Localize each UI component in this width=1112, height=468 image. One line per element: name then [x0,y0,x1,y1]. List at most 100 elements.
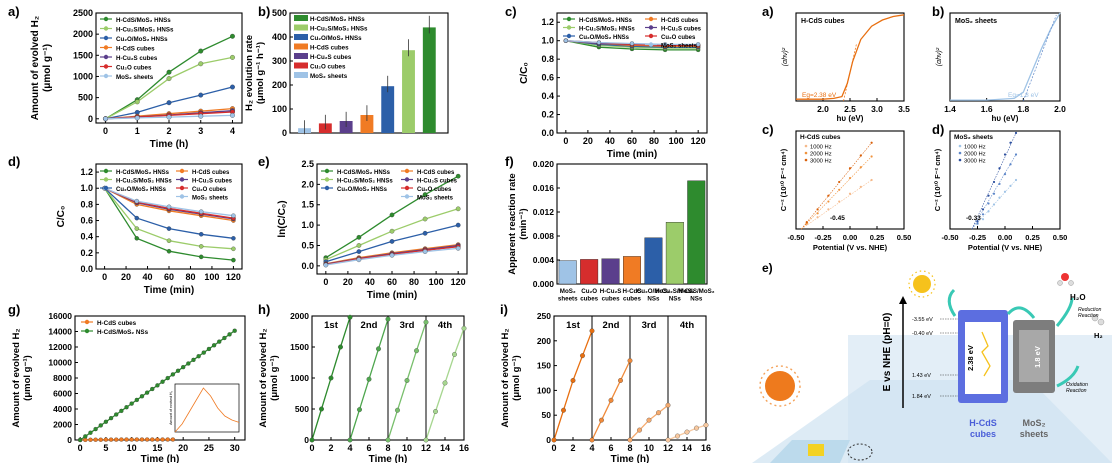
legend-entry: 2000 Hz [964,152,986,158]
h2o-label: H₂O [1070,293,1086,302]
data-point [389,252,395,258]
data-point [627,358,633,364]
x-tick-label: 10 [644,443,654,453]
light-absorb-arrow [947,288,957,317]
legend-marker [404,177,410,182]
y-axis-unit: (μmol g⁻¹ h⁻¹) [255,42,266,104]
legend-marker [404,194,410,199]
data-point [124,405,129,410]
data-point [134,397,139,403]
y-tick-label: 2000 [53,420,72,430]
category-label: NSs [669,296,682,303]
data-point [222,335,227,341]
data-point [134,226,140,231]
data-point [618,378,623,383]
data-point [992,180,996,184]
y-tick-label: 0.2 [541,110,554,120]
y-tick-label: 0 [282,128,287,138]
data-point [422,216,428,222]
panel-label: e) [258,154,270,169]
x-tick-label: 8 [627,443,632,453]
x-axis-label: Potential (V vs. NHE) [813,243,888,252]
legend-entry: 3000 Hz [810,159,832,165]
oxidation-arrow [1056,365,1080,388]
data-point [442,380,448,386]
panel-label: d) [8,154,20,169]
legend-marker [566,16,572,22]
x-tick-label: 3.0 [871,104,883,114]
y-tick-label: 0.4 [541,91,554,101]
x-tick-label: 40 [365,277,375,287]
y-tick-label: 0.0 [541,128,554,138]
legend-entry: Cu₂O/MoS₂ HNSs [579,35,630,41]
legend-title: H-CdS cubes [801,18,845,25]
data-point [170,372,176,377]
y-tick-label: 0.2 [80,248,93,258]
x-tick-label: 0.50 [1053,233,1068,242]
data-point [155,437,160,442]
legend-entry: Cu₂O/MoS₂ HNSs [310,35,362,42]
bar [644,237,663,285]
data-point [1014,131,1018,135]
data-point [230,84,235,90]
legend-marker [324,168,330,174]
x-tick-label: 2 [166,126,171,136]
legend-marker [404,168,410,174]
y-tick-label: 0.004 [533,255,555,265]
x-axis-label: hυ (eV) [837,114,864,123]
data-point [230,54,235,60]
category-label: Cu₂O [581,288,597,295]
data-point [217,339,222,344]
x-tick-label: 100 [429,277,444,287]
data-point [175,368,181,373]
legend-entry: H-Cu₂S cubes [417,179,458,185]
y-axis-label: Amount of evolved H₂ [30,16,41,120]
y-tick-label: 10000 [48,358,72,368]
legend-marker [179,168,185,174]
data-point [551,437,557,443]
chart-d: d) 0 20 40 60 80 100 120 0.0 0.2 0.4 0.6 0.8 1.0 1.2 C/… [8,154,243,296]
data-point [1003,173,1007,176]
data-point [637,427,642,433]
legend-marker [324,185,330,191]
data-point [356,243,362,248]
cycle-label: 4th [680,320,694,331]
chart-e: e) 0 20 40 60 80 100 120 0.0 0.5 1.0 1.5 2.0 2.5 ln(C/… [258,154,468,301]
data-point [160,379,165,384]
x-tick-label: 100 [204,272,219,282]
annotation: -0.33 [966,215,981,222]
chart-c: c) 0 20 40 60 80 100 120 0.0 0.2 0.4 0.6 0.8 1.0 1.2 C/… [505,4,708,160]
x-axis-label: Time (h) [369,454,408,463]
data-point [389,228,395,234]
x-axis-label: Time (min) [367,290,417,301]
data-point [165,437,170,442]
data-point [389,239,395,244]
y-tick-label: 2.0 [301,179,314,189]
bar [601,258,620,285]
x-tick-label: 80 [185,272,195,282]
data-point [150,437,155,442]
mos2-name-label-2: sheets [1020,429,1049,439]
legend-marker [648,33,654,39]
data-point [838,180,841,184]
data-point [119,408,124,414]
data-point [987,202,990,205]
legend-entry: MoS₂ sheets [310,73,348,80]
data-point [703,422,709,428]
tangent-line [843,43,857,102]
legend-marker [958,151,962,155]
legend-entry: 1000 Hz [810,145,832,151]
data-point [186,361,191,366]
y-axis-unit: (min⁻¹) [518,208,529,239]
data-point [211,343,217,348]
category-label: NSs [690,296,703,303]
x-tick-label: 6 [366,443,371,453]
data-point [165,375,170,381]
x-tick-label: 120 [691,136,706,146]
x-tick-label: 60 [164,272,174,282]
energy-axis-label: E vs NHE (pH=0) [882,313,893,392]
data-point [198,61,204,67]
data-point [347,314,353,320]
annotation: -0.45 [830,215,845,222]
data-point [385,316,391,322]
